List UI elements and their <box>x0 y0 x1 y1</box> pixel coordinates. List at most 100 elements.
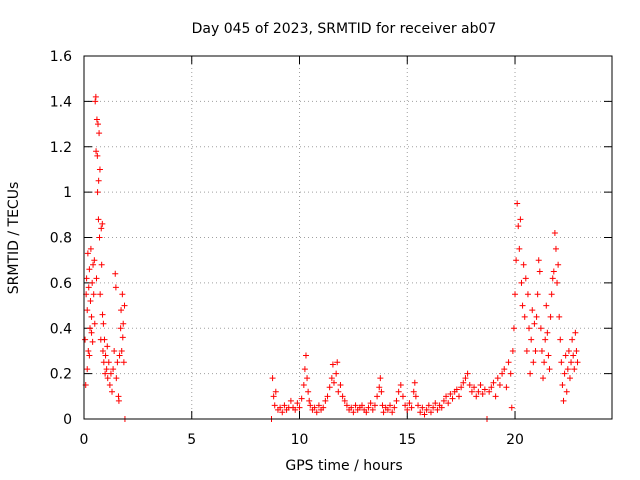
data-point <box>83 275 90 282</box>
data-point <box>515 223 522 230</box>
data-point <box>475 388 482 395</box>
data-point <box>96 234 103 241</box>
data-point <box>330 379 337 386</box>
data-point <box>510 325 517 332</box>
data-point <box>488 384 495 391</box>
data-point <box>304 375 311 382</box>
data-point <box>449 395 456 402</box>
data-point <box>532 347 539 354</box>
data-point <box>92 93 99 100</box>
data-point <box>88 313 95 320</box>
data-point <box>99 347 106 354</box>
data-point <box>550 268 557 275</box>
data-point <box>427 409 434 416</box>
data-point <box>521 313 528 320</box>
data-point <box>570 352 577 359</box>
data-point <box>417 409 424 416</box>
data-point <box>337 381 344 388</box>
data-point <box>93 148 100 155</box>
data-point <box>389 409 396 416</box>
data-point <box>296 404 303 411</box>
y-tick-label: 1.2 <box>50 140 72 156</box>
data-point <box>533 313 540 320</box>
data-point <box>301 366 308 373</box>
data-point <box>306 397 313 404</box>
data-point <box>537 325 544 332</box>
data-point <box>509 347 516 354</box>
data-point <box>85 347 92 354</box>
data-point <box>387 402 394 409</box>
data-point <box>540 375 547 382</box>
data-point <box>97 291 104 298</box>
data-point <box>548 291 555 298</box>
data-point <box>572 329 579 336</box>
data-point <box>562 352 569 359</box>
data-point <box>486 388 493 395</box>
data-point <box>543 302 550 309</box>
data-point <box>512 291 519 298</box>
data-point <box>369 406 376 413</box>
data-point <box>519 302 526 309</box>
data-point <box>86 266 93 273</box>
data-point <box>120 320 127 327</box>
data-point <box>84 366 91 373</box>
data-point <box>106 381 113 388</box>
data-point <box>84 250 91 257</box>
data-point <box>86 352 93 359</box>
y-tick-label: 0 <box>63 412 72 428</box>
data-point <box>89 279 96 286</box>
data-point <box>447 391 454 398</box>
data-point <box>118 307 125 314</box>
data-point <box>279 409 286 416</box>
data-point <box>103 366 110 373</box>
data-point <box>558 359 565 366</box>
data-point <box>481 386 488 393</box>
data-point <box>90 261 97 268</box>
data-point <box>269 375 276 382</box>
data-point <box>99 311 106 318</box>
data-point <box>271 402 278 409</box>
data-point <box>408 404 415 411</box>
data-point <box>305 388 312 395</box>
y-axis-label: SRMTID / TECUs <box>6 182 22 295</box>
data-point <box>119 334 126 341</box>
data-point <box>421 411 428 418</box>
data-point <box>328 375 335 382</box>
data-point <box>492 393 499 400</box>
data-point <box>339 393 346 400</box>
data-point <box>503 384 510 391</box>
data-point <box>100 320 107 327</box>
data-point <box>380 409 387 416</box>
x-tick-label: 0 <box>80 432 89 448</box>
data-point <box>513 257 520 264</box>
data-point <box>556 313 563 320</box>
data-point <box>359 402 366 409</box>
data-point <box>300 381 307 388</box>
data-point <box>348 404 355 411</box>
data-point <box>564 366 571 373</box>
data-point <box>514 200 521 207</box>
data-point <box>89 338 96 345</box>
data-point <box>406 400 413 407</box>
data-point <box>101 336 108 343</box>
data-point <box>430 404 437 411</box>
x-tick-label: 10 <box>291 432 309 448</box>
data-point <box>298 395 305 402</box>
data-point <box>541 359 548 366</box>
data-point <box>115 397 122 404</box>
data-point <box>87 245 94 252</box>
data-point <box>98 225 105 232</box>
data-point <box>571 366 578 373</box>
data-point <box>440 397 447 404</box>
data-point <box>96 130 103 137</box>
data-point <box>534 291 541 298</box>
data-point <box>527 370 534 377</box>
data-point <box>411 379 418 386</box>
data-point <box>94 189 101 196</box>
data-point <box>112 270 119 277</box>
data-point <box>94 152 101 159</box>
data-point <box>87 325 94 332</box>
data-point <box>508 404 515 411</box>
data-point <box>560 397 567 404</box>
